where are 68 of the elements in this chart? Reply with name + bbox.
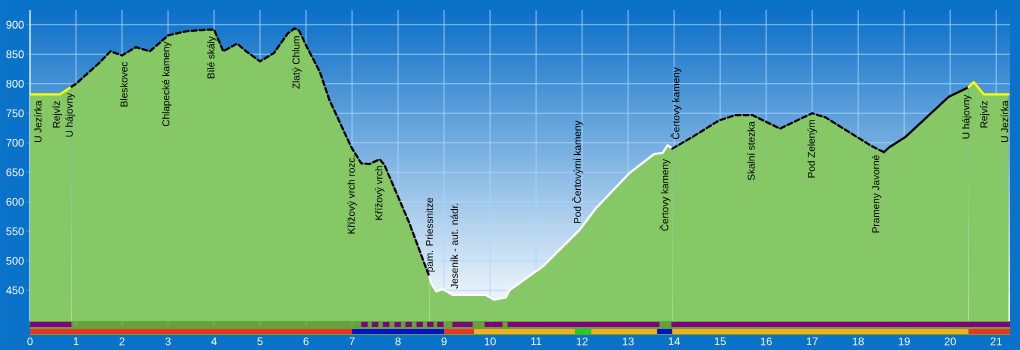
x-tick-label: 12 <box>576 337 588 346</box>
annotation: Jeseník - aut. nádr. <box>450 203 458 289</box>
bar <box>657 328 673 334</box>
y-tick-label: 700 <box>6 138 24 147</box>
annotation: Zlatý Chlum <box>292 36 302 89</box>
x-tick-label: 14 <box>668 337 680 346</box>
bar <box>507 321 660 328</box>
x-tick-label: 16 <box>760 337 772 346</box>
bar <box>968 328 1010 334</box>
x-tick-label: 17 <box>806 337 818 346</box>
x-tick-label: 13 <box>622 337 634 346</box>
bar <box>30 328 353 334</box>
x-tick-label: 8 <box>395 337 401 346</box>
x-tick-label: 15 <box>714 337 726 346</box>
bar <box>371 321 379 328</box>
x-tick-label: 11 <box>531 337 542 346</box>
y-tick-label: 800 <box>6 79 24 88</box>
x-tick-label: 1 <box>73 337 79 346</box>
bar <box>437 321 444 328</box>
annotation: Pod Zeleným <box>807 120 817 178</box>
annotation: U hájovny <box>962 94 972 139</box>
annotation: Křížový vrch rozc. <box>347 155 357 234</box>
annotation: Rejvíz <box>979 101 990 128</box>
annotation: Křížový vrch <box>374 166 385 220</box>
bar <box>382 321 390 328</box>
annotation: pam. Priessnitze <box>425 197 435 272</box>
x-tick-label: 3 <box>165 337 171 346</box>
bar <box>361 321 368 328</box>
annotation: Čertovy kameny <box>659 159 671 231</box>
x-tick-label: 2 <box>119 337 125 346</box>
bar <box>352 328 445 334</box>
y-tick-label: 500 <box>6 256 24 265</box>
x-tick-label: 5 <box>257 337 263 346</box>
y-tick-label: 550 <box>6 227 24 236</box>
annotation: U Jezírka <box>1000 100 1009 143</box>
annotation: Bílé skály <box>207 36 217 79</box>
x-tick-label: 7 <box>349 337 355 346</box>
bar <box>575 328 592 334</box>
y-tick-label: 450 <box>6 286 24 295</box>
bar <box>427 321 434 328</box>
annotation: Prameny Javorné <box>871 155 882 233</box>
x-tick-label: 10 <box>484 337 496 346</box>
annotation: Rejvíz <box>52 101 62 128</box>
y-tick-label: 750 <box>6 109 24 118</box>
x-tick-label: 18 <box>852 337 864 346</box>
y-tick-label: 850 <box>6 50 24 59</box>
bar <box>416 321 423 328</box>
bar <box>484 321 503 328</box>
x-tick-label: 0 <box>27 337 33 346</box>
x-tick-label: 20 <box>944 337 956 346</box>
x-tick-label: 21 <box>990 337 1002 346</box>
annotation: Pod Čertovými kameny <box>572 120 583 224</box>
bar <box>394 321 401 328</box>
annotation: Čertovy kameny <box>670 67 682 140</box>
y-tick-label: 600 <box>6 197 24 206</box>
annotation: U hájovny <box>65 92 75 137</box>
x-tick-label: 6 <box>303 337 309 346</box>
annotation: U Jezírka <box>34 100 42 143</box>
bar <box>30 321 72 328</box>
annotation: Chlapecké kameny <box>161 41 172 127</box>
annotation: Skalní stezka <box>747 121 755 181</box>
bar <box>405 321 412 328</box>
y-tick-label: 650 <box>6 168 24 177</box>
x-tick-label: 19 <box>898 337 910 346</box>
x-tick-label: 9 <box>441 337 447 346</box>
x-tick-label: 4 <box>211 337 217 346</box>
annotation: Bleskovec <box>120 61 128 107</box>
y-tick-label: 900 <box>6 20 24 29</box>
